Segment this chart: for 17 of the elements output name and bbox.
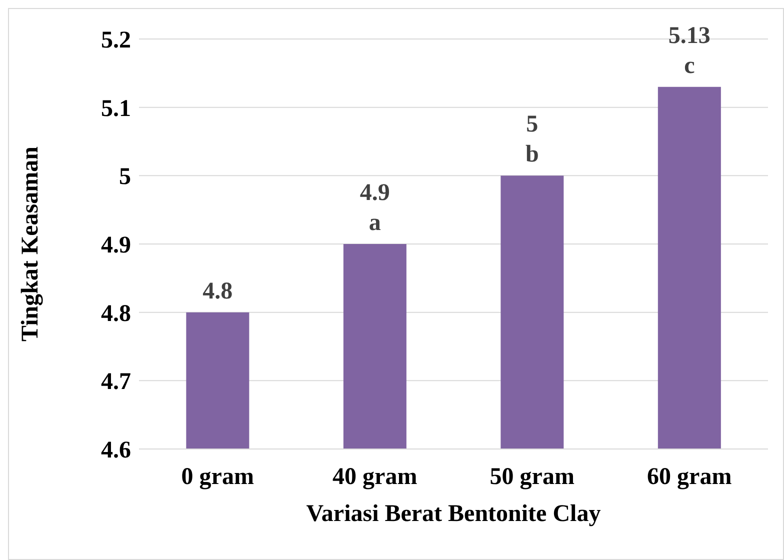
x-tick-label: 40 gram (332, 464, 418, 490)
y-tick-label: 5.2 (101, 28, 131, 54)
y-tick-label: 5.1 (101, 96, 131, 122)
data-label: 4.9 a (360, 180, 390, 236)
data-label: 5.13 c (668, 22, 710, 79)
data-label: 4.8 (202, 278, 233, 304)
y-axis-title: Tingkat Keasaman (18, 146, 44, 342)
y-tick-label: 4.9 (101, 232, 131, 259)
y-tick-label: 4.7 (101, 369, 131, 396)
x-tick-label: 0 gram (181, 464, 254, 490)
data-label: 5 b (525, 112, 539, 168)
x-tick-label: 60 gram (647, 464, 732, 490)
y-tick-label: 4.6 (101, 438, 131, 464)
y-tick-label: 4.8 (101, 300, 131, 327)
x-tick-label: 50 gram (490, 464, 574, 490)
y-tick-label: 5 (119, 164, 131, 190)
x-axis-title: Variasi Berat Bentonite Clay (306, 501, 601, 527)
